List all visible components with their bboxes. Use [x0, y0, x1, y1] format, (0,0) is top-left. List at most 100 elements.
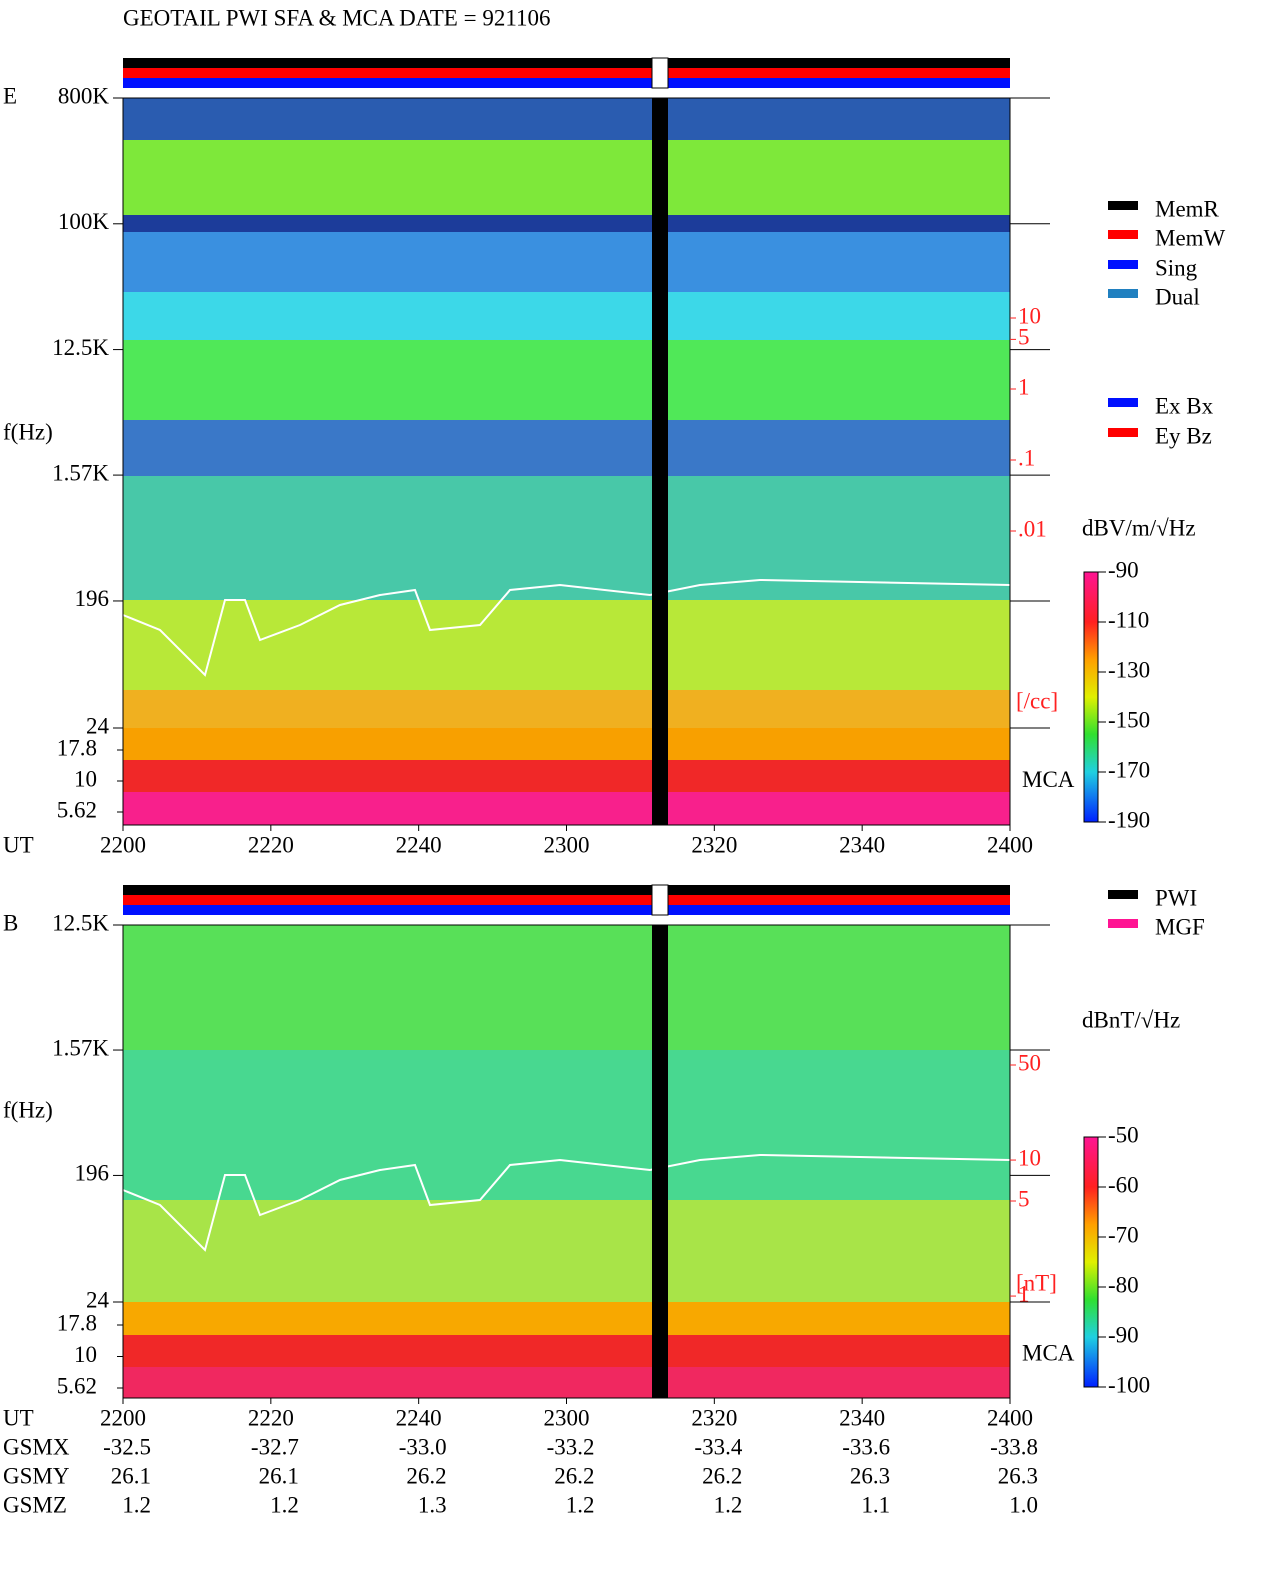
y-tick-label: 12.5K — [52, 910, 109, 935]
legend-swatch — [1108, 919, 1138, 928]
ephemeris-value: -33.2 — [547, 1434, 595, 1459]
ephemeris-label: GSMZ — [3, 1492, 67, 1517]
x-tick-label: 2320 — [691, 832, 737, 857]
status-bar — [123, 68, 1010, 78]
ephemeris-value: 26.2 — [406, 1463, 446, 1488]
mca-label: MCA — [1022, 767, 1075, 792]
ephemeris-value: 1.2 — [122, 1492, 151, 1517]
status-bar — [123, 78, 1010, 88]
x-tick-label: 2300 — [544, 832, 590, 857]
x-tick-label: 2200 — [100, 1405, 146, 1430]
spectrogram-band — [123, 925, 1010, 1050]
density-tick-label: .01 — [1018, 516, 1047, 541]
spectrogram-band — [123, 760, 1010, 792]
density-tick-label: .1 — [1018, 445, 1035, 470]
ephemeris-value: 1.2 — [714, 1492, 743, 1517]
spectrogram-band — [123, 1050, 1010, 1200]
y-tick-label: 12.5K — [52, 335, 109, 360]
ephemeris-value: 26.3 — [850, 1463, 890, 1488]
spectrogram-band — [123, 690, 1010, 728]
ephemeris-value: 26.3 — [998, 1463, 1038, 1488]
x-tick-label: 2340 — [839, 832, 885, 857]
status-gap — [651, 884, 669, 916]
x-tick-label: 2400 — [987, 1405, 1033, 1430]
density-tick-label: 10 — [1018, 1145, 1041, 1170]
data-gap — [652, 98, 668, 825]
y-tick-label: 1.57K — [52, 460, 109, 485]
ephemeris-value: 26.1 — [259, 1463, 299, 1488]
status-bar — [123, 905, 1010, 915]
ephemeris-value: 1.1 — [861, 1492, 890, 1517]
ephemeris-value: 26.2 — [554, 1463, 594, 1488]
ephemeris-label: GSMY — [3, 1463, 70, 1488]
x-tick-label: 2220 — [248, 1405, 294, 1430]
spectrogram-band — [123, 1200, 1010, 1302]
ephemeris-value: 26.2 — [702, 1463, 742, 1488]
x-tick-label: 2320 — [691, 1405, 737, 1430]
spectrogram-band — [123, 600, 1010, 690]
density-tick-label: 1 — [1018, 374, 1030, 399]
colorbar-tick-label: -60 — [1108, 1172, 1139, 1197]
spectrogram-band — [123, 292, 1010, 340]
ephemeris-value: 1.2 — [566, 1492, 595, 1517]
ephemeris-value: 1.2 — [270, 1492, 299, 1517]
ephemeris-value: -32.7 — [251, 1434, 299, 1459]
spectrogram-band — [123, 140, 1010, 215]
y-axis-label: f(Hz) — [3, 1097, 53, 1122]
spectrogram-band — [123, 98, 1010, 140]
mca-tick-label: 10 — [74, 1342, 97, 1367]
status-bar — [123, 58, 1010, 68]
x-tick-label: 2340 — [839, 1405, 885, 1430]
ephemeris-value: -33.4 — [694, 1434, 742, 1459]
mca-tick-label: 5.62 — [57, 1373, 97, 1398]
legend-label: Ex Bx — [1155, 393, 1214, 418]
colorbar-tick-label: -110 — [1108, 607, 1149, 632]
mca-tick-label: 17.8 — [57, 1310, 97, 1335]
panel-label: E — [3, 83, 17, 108]
density-tick-label: 1 — [1018, 1281, 1030, 1306]
density-tick-label: 5 — [1018, 1186, 1030, 1211]
legend-label: Sing — [1155, 255, 1198, 280]
status-gap — [651, 57, 669, 89]
data-gap — [652, 925, 668, 1398]
legend-swatch — [1108, 890, 1138, 899]
ephemeris-value: -32.5 — [103, 1434, 151, 1459]
colorbar-tick-label: -130 — [1108, 657, 1150, 682]
y-tick-label: 800K — [58, 83, 110, 108]
ephemeris-value: -33.8 — [990, 1434, 1038, 1459]
spectrogram-band — [123, 232, 1010, 292]
spectrogram-band — [123, 792, 1010, 825]
x-tick-label: 2240 — [396, 1405, 442, 1430]
density-unit: [/cc] — [1016, 688, 1058, 713]
colorbar-label: dBnT/√Hz — [1082, 1007, 1180, 1032]
panel-label: B — [3, 910, 18, 935]
ephemeris-value: 1.3 — [418, 1492, 447, 1517]
colorbar-tick-label: -170 — [1108, 757, 1150, 782]
mca-tick-label: 10 — [74, 766, 97, 791]
y-tick-label: 100K — [58, 209, 110, 234]
colorbar-tick-label: -80 — [1108, 1272, 1139, 1297]
colorbar-tick-label: -100 — [1108, 1372, 1150, 1397]
x-axis-label: UT — [3, 832, 34, 857]
mca-tick-label: 5.62 — [57, 797, 97, 822]
ephemeris-value: 26.1 — [111, 1463, 151, 1488]
legend-swatch — [1108, 398, 1138, 407]
ephemeris-value: -33.0 — [399, 1434, 447, 1459]
density-tick-label: 5 — [1018, 325, 1030, 350]
y-tick-label: 24 — [86, 713, 110, 738]
legend-swatch — [1108, 289, 1138, 298]
colorbar-tick-label: -90 — [1108, 1322, 1139, 1347]
ephemeris-value: 1.0 — [1009, 1492, 1038, 1517]
colorbar — [1083, 1136, 1099, 1388]
spectrogram-band — [123, 1367, 1010, 1398]
mca-tick-label: 17.8 — [57, 735, 97, 760]
y-axis-label: f(Hz) — [3, 419, 53, 444]
density-tick-label: 10 — [1018, 303, 1041, 328]
x-tick-label: 2300 — [544, 1405, 590, 1430]
colorbar-tick-label: -90 — [1108, 557, 1139, 582]
status-bar — [123, 895, 1010, 905]
colorbar-tick-label: -190 — [1108, 807, 1150, 832]
legend-swatch — [1108, 428, 1138, 437]
